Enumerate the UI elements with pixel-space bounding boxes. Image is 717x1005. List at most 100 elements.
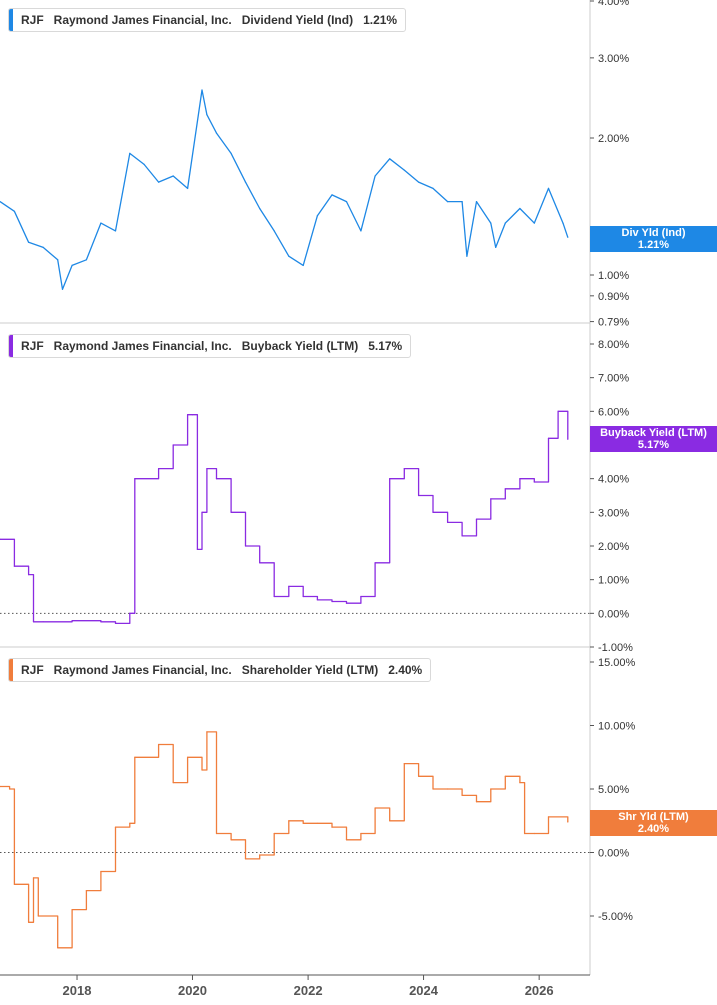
data-point xyxy=(403,468,405,470)
data-point xyxy=(191,414,194,416)
legend-last-value: 5.17% xyxy=(368,339,403,353)
data-point xyxy=(302,595,304,598)
data-point xyxy=(504,488,506,490)
data-point xyxy=(288,255,290,257)
tag-value: 5.17% xyxy=(637,439,670,451)
data-point xyxy=(230,839,232,841)
legend-metric: Buyback Yield (LTM) xyxy=(241,339,359,353)
data-point xyxy=(360,595,362,598)
y-tick-label: 0.90% xyxy=(598,291,629,303)
y-tick-label: 2.00% xyxy=(598,133,629,145)
x-tick-label: 2022 xyxy=(294,983,323,998)
y-tick-label: 8.00% xyxy=(598,339,629,351)
data-point xyxy=(331,194,333,196)
data-point xyxy=(28,574,30,576)
data-point xyxy=(360,832,362,835)
data-point xyxy=(100,621,102,623)
data-point xyxy=(61,288,64,290)
tag-value: 2.40% xyxy=(637,823,670,835)
data-point xyxy=(0,201,1,203)
data-point xyxy=(244,858,247,860)
data-point xyxy=(32,621,35,623)
data-point xyxy=(447,201,449,203)
data-point xyxy=(418,775,420,777)
data-point xyxy=(475,201,478,203)
data-point xyxy=(158,743,160,746)
data-point xyxy=(466,255,468,257)
data-point xyxy=(129,822,131,824)
data-point xyxy=(345,201,348,203)
y-tick-label: 4.00% xyxy=(598,474,629,486)
data-point xyxy=(418,181,420,183)
legend-buyback-yield: RJF Raymond James Financial, Inc. Buybac… xyxy=(8,334,412,358)
data-point xyxy=(533,481,535,483)
x-tick-label: 2018 xyxy=(63,983,92,998)
data-point xyxy=(100,870,102,873)
data-point xyxy=(172,444,174,446)
data-point xyxy=(187,756,189,758)
data-point xyxy=(13,565,15,567)
tag-label: Buyback Yield (LTM) xyxy=(600,427,707,439)
data-point xyxy=(187,187,189,189)
data-point xyxy=(519,207,521,210)
data-point xyxy=(475,801,478,803)
data-point xyxy=(519,782,521,784)
data-point xyxy=(206,731,208,733)
data-point xyxy=(100,222,102,224)
data-point xyxy=(71,620,73,622)
data-point xyxy=(158,181,160,183)
series-line xyxy=(0,89,569,290)
data-point xyxy=(244,545,247,547)
data-point xyxy=(461,794,463,797)
series-line xyxy=(0,410,569,625)
data-point xyxy=(143,163,145,165)
data-point xyxy=(345,602,348,604)
legend-company: Raymond James Financial, Inc. xyxy=(53,339,232,353)
data-point xyxy=(201,89,203,91)
data-point xyxy=(71,909,73,911)
data-point xyxy=(288,820,290,822)
series-color-swatch xyxy=(9,9,13,31)
legend-ticker: RJF xyxy=(21,663,44,677)
data-point xyxy=(215,478,218,480)
data-point xyxy=(57,259,59,261)
x-tick-label: 2026 xyxy=(525,983,554,998)
legend-metric: Shareholder Yield (LTM) xyxy=(241,663,379,677)
legend-metric: Dividend Yield (Ind) xyxy=(241,13,354,27)
data-point xyxy=(201,511,203,513)
data-point xyxy=(32,877,35,879)
data-point xyxy=(9,788,11,790)
last-value-tag-dividend: Div Yld (Ind) 1.21% xyxy=(590,226,717,252)
data-point xyxy=(567,821,569,823)
legend-ticker: RJF xyxy=(21,339,44,353)
y-tick-label: 1.00% xyxy=(598,575,629,587)
legend-shareholder-yield: RJF Raymond James Financial, Inc. Shareh… xyxy=(8,658,432,682)
y-tick-label: 3.00% xyxy=(598,507,629,519)
data-point xyxy=(374,175,376,177)
data-point xyxy=(562,222,564,224)
data-point xyxy=(129,612,131,614)
series-line xyxy=(0,731,569,949)
data-point xyxy=(490,222,492,224)
data-point xyxy=(230,152,232,154)
y-tick-label: 5.00% xyxy=(598,784,629,796)
data-point xyxy=(302,264,304,266)
data-point xyxy=(259,562,261,564)
y-tick-label: 1.00% xyxy=(598,270,629,282)
last-value-tag-shareholder: Shr Yld (LTM) 2.40% xyxy=(590,810,717,836)
data-point xyxy=(134,478,136,480)
data-point xyxy=(374,807,376,809)
data-point xyxy=(403,763,405,765)
data-point xyxy=(389,158,391,160)
data-point xyxy=(432,788,434,790)
data-point xyxy=(461,201,463,203)
data-point xyxy=(206,114,208,116)
data-point xyxy=(524,832,526,835)
x-tick-label: 2020 xyxy=(178,983,207,998)
data-point xyxy=(114,230,117,232)
data-point xyxy=(215,832,218,835)
data-point xyxy=(259,207,261,210)
data-point xyxy=(547,816,550,818)
y-tick-label: 15.00% xyxy=(598,657,636,669)
